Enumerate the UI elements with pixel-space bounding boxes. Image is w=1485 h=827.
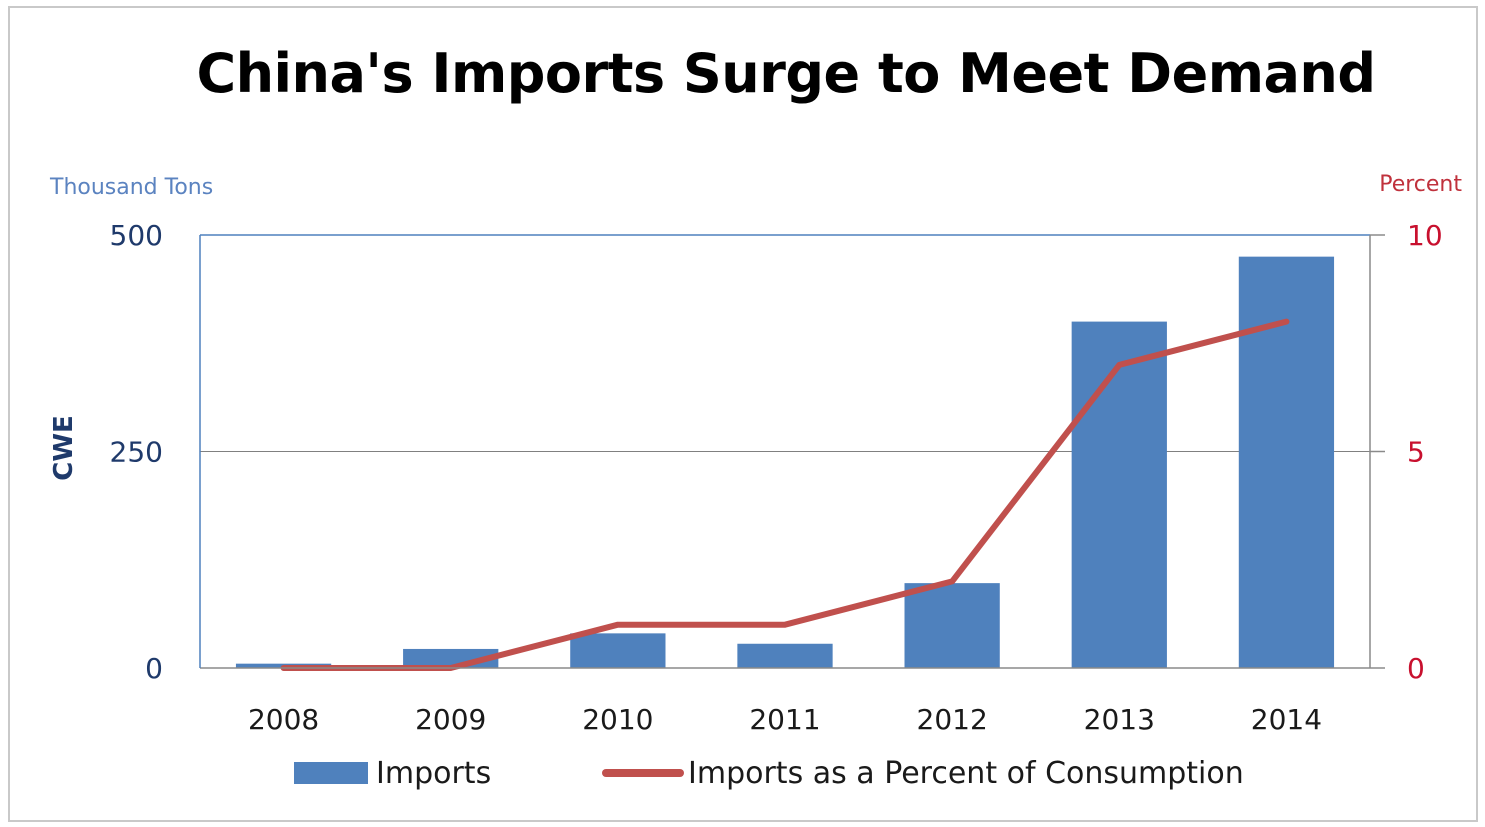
left-tick-label: 250 <box>110 436 163 469</box>
gridlines <box>200 234 1370 452</box>
left-tick-label: 0 <box>145 652 163 685</box>
x-tick-label: 2011 <box>749 703 820 736</box>
bars-imports <box>235 256 1335 668</box>
bar-imports <box>737 643 833 668</box>
x-tick-label: 2012 <box>917 703 988 736</box>
x-tick-label: 2010 <box>582 703 653 736</box>
bar-imports <box>1238 256 1335 668</box>
x-tick-label: 2013 <box>1084 703 1155 736</box>
legend-label-percent: Imports as a Percent of Consumption <box>688 756 1244 791</box>
right-tick-label: 10 <box>1407 219 1443 252</box>
legend-label-imports: Imports <box>376 756 491 791</box>
x-tick-label: 2009 <box>415 703 486 736</box>
left-tick-label: 500 <box>110 219 163 252</box>
bar-imports <box>570 633 666 668</box>
left-axis-unit-label: Thousand Tons <box>49 175 213 200</box>
axes: 0 250 500 0 5 10 2008 2009 2010 2011 2012 2013 2014 <box>110 219 1443 736</box>
x-tick-label: 2014 <box>1251 703 1322 736</box>
right-tick-label: 0 <box>1407 652 1425 685</box>
bar-imports <box>904 583 1000 668</box>
left-axis-label: CWE <box>49 415 79 481</box>
chart-title: China's Imports Surge to Meet Demand <box>196 42 1376 105</box>
right-tick-label: 5 <box>1407 436 1425 469</box>
right-axis-unit-label: Percent <box>1379 172 1462 197</box>
bar-imports <box>1071 321 1167 668</box>
legend: Imports Imports as a Percent of Consumpt… <box>294 756 1244 791</box>
legend-swatch-imports <box>294 762 368 784</box>
x-tick-label: 2008 <box>248 703 319 736</box>
chart-frame <box>8 6 1478 822</box>
